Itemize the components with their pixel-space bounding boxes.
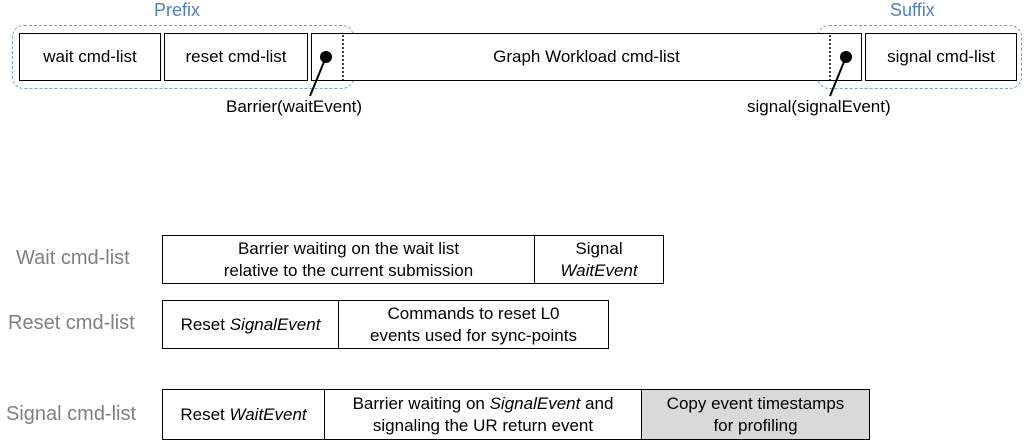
signal-barrier-cell: Barrier waiting on SignalEvent and signa… [324, 389, 642, 440]
signal-barrier-line1: Barrier waiting on SignalEvent and [353, 393, 614, 414]
signal-reset-prefix: Reset [180, 404, 230, 424]
signal-barrier-line2: signaling the UR return event [372, 415, 594, 435]
wait-barrier-line1: Barrier waiting on the wait list [237, 239, 460, 259]
wait-cmd-list-box: wait cmd-list [19, 33, 161, 81]
reset-signal-event: SignalEvent [229, 314, 321, 334]
reset-l0-line2: events used for sync-points [370, 325, 577, 345]
wait-signal-cell: Signal WaitEvent [534, 235, 664, 284]
signal-row-label: Signal cmd-list [6, 403, 137, 425]
barrier-callout: Barrier(waitEvent) [226, 97, 363, 116]
wait-row-label: Wait cmd-list [16, 247, 130, 269]
signal-reset-wait-event-cell: Reset WaitEvent [162, 389, 325, 440]
signal-barrier-prefix: Barrier waiting on [352, 394, 490, 414]
signal-reset-wait-event: WaitEvent [229, 404, 307, 424]
signal-barrier-event: SignalEvent [489, 394, 581, 414]
copy-timestamps-line1: Copy event timestamps [666, 394, 845, 414]
reset-row-label: Reset cmd-list [8, 312, 135, 334]
suffix-label: Suffix [890, 0, 935, 20]
signal-barrier-suffix: and [580, 394, 614, 414]
prefix-label: Prefix [154, 0, 201, 20]
wait-signal-line1: Signal [575, 239, 623, 259]
reset-prefix: Reset [180, 314, 230, 334]
signal-callout: signal(signalEvent) [747, 97, 891, 116]
barrier-leader-line [309, 56, 327, 97]
wait-signal-event: WaitEvent [560, 260, 638, 280]
reset-l0-line1: Commands to reset L0 [387, 304, 560, 324]
wait-barrier-line2: relative to the current submission [223, 260, 474, 280]
wait-barrier-cell: Barrier waiting on the wait list relativ… [162, 235, 535, 284]
reset-l0-events-cell: Commands to reset L0 events used for syn… [338, 300, 609, 349]
signal-cmd-list-box: signal cmd-list [865, 33, 1017, 81]
copy-timestamps-line2: for profiling [713, 415, 798, 435]
reset-cmd-list-box: reset cmd-list [164, 33, 308, 81]
signal-leader-line [829, 56, 847, 97]
reset-signal-event-cell: Reset SignalEvent [162, 300, 339, 349]
graph-workload-box: Graph Workload cmd-list [311, 33, 862, 81]
signal-copy-timestamps-cell: Copy event timestamps for profiling [641, 389, 870, 440]
